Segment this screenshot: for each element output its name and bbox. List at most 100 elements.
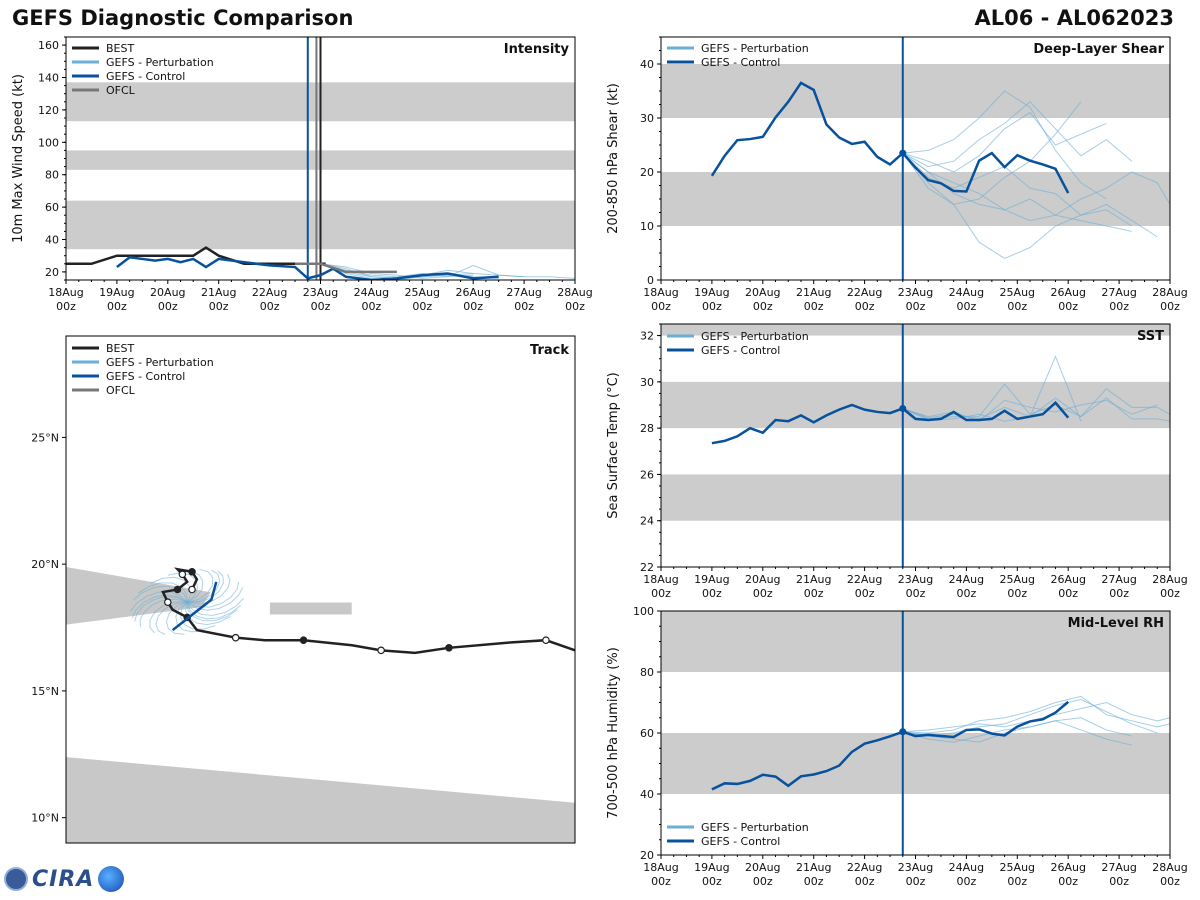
sst-xtick-label: 19Aug (694, 573, 729, 586)
sst-ytick-label: 22 (640, 561, 654, 574)
intensity-ytick-label: 120 (38, 104, 59, 117)
shear-xtick-label: 00z (957, 300, 977, 313)
rh-shaded-band (661, 733, 1170, 794)
intensity-xtick-label: 28Aug (557, 286, 592, 299)
track-frame (65, 335, 576, 844)
sst-xtick-label: 28Aug (1152, 573, 1187, 586)
perturbation-track-17 (149, 601, 188, 634)
storm-id: AL06 - AL062023 (974, 6, 1175, 30)
intensity-xtick-label: 23Aug (303, 286, 338, 299)
perturbation-track-22 (134, 596, 188, 622)
perturbation-track-1 (131, 594, 188, 619)
rh-init-point (899, 728, 907, 736)
best-track-point (178, 570, 187, 579)
rh-xtick-label: 00z (702, 875, 722, 888)
rh-perturbation-line-0 (902, 695, 1170, 734)
intensity-ytick-label: 20 (45, 266, 59, 279)
sst-title: SST (1137, 329, 1164, 344)
intensity-legend-label: GEFS - Perturbation (106, 56, 214, 69)
perturbation-track-4 (155, 601, 188, 635)
sst-plot-area (661, 324, 1170, 567)
intensity-xtick-label: 26Aug (455, 286, 490, 299)
shear-xtick-label: 00z (1160, 300, 1180, 313)
intensity-ytick-label: 100 (38, 136, 59, 149)
sst-frame (660, 323, 1171, 568)
shear-legend-label: GEFS - Perturbation (701, 42, 809, 55)
rh-xtick-label: 28Aug (1152, 861, 1187, 874)
sst-xtick-label: 00z (804, 587, 824, 600)
rh-xtick-label: 20Aug (745, 861, 780, 874)
perturbation-track-12 (165, 601, 188, 635)
shear-xtick-label: 19Aug (694, 286, 729, 299)
intensity-xtick-label: 00z (158, 300, 178, 313)
intensity-legend-label: BEST (106, 42, 134, 55)
figure-title: GEFS Diagnostic Comparison (12, 6, 354, 30)
sst-xtick-label: 23Aug (898, 573, 933, 586)
sst-perturbation-line-2 (902, 397, 1170, 422)
sst-xtick-label: 27Aug (1101, 573, 1136, 586)
intensity-xtick-label: 21Aug (201, 286, 236, 299)
perturbation-track-13 (187, 573, 231, 605)
shear-ylabel: 200-850 hPa Shear (kt) (606, 83, 621, 234)
rh-xtick-label: 26Aug (1050, 861, 1085, 874)
best-track-point (188, 567, 196, 576)
perturbation-track-0 (187, 570, 224, 603)
rh-ytick-label: 20 (640, 849, 654, 862)
intensity-perturbation-line-4 (320, 263, 575, 279)
shear-shaded-band (661, 64, 1170, 118)
sst-ytick-label: 28 (640, 422, 654, 435)
sst-panel: 22242628303218Aug00z19Aug00z20Aug00z21Au… (606, 323, 1188, 600)
sst-xtick-label: 00z (1160, 587, 1180, 600)
globe-icon (4, 867, 28, 891)
rh-xtick-label: 27Aug (1101, 861, 1136, 874)
rh-xtick-label: 00z (906, 875, 926, 888)
rh-xtick-label: 00z (1058, 875, 1078, 888)
perturbation-track-10 (186, 598, 244, 616)
track-title: Track (530, 343, 569, 358)
intensity-xtick-label: 25Aug (405, 286, 440, 299)
rh-perturbation-line-2 (902, 720, 1132, 746)
noaa-icon (98, 866, 125, 892)
shear-xtick-label: 26Aug (1050, 286, 1085, 299)
rh-xtick-label: 19Aug (694, 861, 729, 874)
sst-init-point (899, 404, 907, 412)
rh-xtick-label: 00z (1007, 875, 1027, 888)
sst-shaded-band (661, 381, 1170, 429)
rh-xtick-label: 00z (753, 875, 773, 888)
sst-xtick-label: 00z (957, 587, 977, 600)
intensity-ytick-label: 80 (45, 169, 59, 182)
rh-ytick-label: 40 (640, 788, 654, 801)
rh-legend-label: GEFS - Perturbation (701, 821, 809, 834)
best-track-point (542, 636, 550, 645)
shear-series-gefs-control (710, 81, 1070, 194)
best-track-point (445, 644, 453, 652)
track-legend-label: GEFS - Perturbation (106, 356, 214, 369)
shear-init-point (899, 149, 907, 157)
rh-ytick-label: 60 (640, 727, 654, 740)
rh-ytick-label: 100 (633, 605, 654, 618)
sst-perturbation-line-3 (902, 399, 1158, 422)
shear-xtick-label: 24Aug (949, 286, 984, 299)
rh-title: Mid-Level RH (1068, 616, 1164, 631)
sst-xtick-label: 00z (1058, 587, 1078, 600)
best-track-point (188, 585, 196, 594)
shear-xtick-label: 22Aug (847, 286, 882, 299)
intensity-xtick-label: 00z (362, 300, 382, 313)
best-track-point (173, 585, 182, 594)
shear-xtick-label: 00z (855, 300, 875, 313)
shear-ytick-label: 40 (640, 58, 654, 71)
rh-xtick-label: 00z (957, 875, 977, 888)
perturbation-track-2 (186, 602, 238, 622)
rh-xtick-label: 00z (1160, 875, 1180, 888)
rh-xtick-label: 00z (804, 875, 824, 888)
intensity-perturbation-line-2 (320, 263, 525, 279)
shear-xtick-label: 28Aug (1152, 286, 1187, 299)
sst-xtick-label: 20Aug (745, 573, 780, 586)
intensity-ylabel: 10m Max Wind Speed (kt) (11, 74, 26, 243)
sst-ytick-label: 26 (640, 468, 654, 481)
sst-xtick-label: 25Aug (1000, 573, 1035, 586)
sst-xtick-label: 00z (855, 587, 875, 600)
rh-xtick-label: 21Aug (796, 861, 831, 874)
shear-xtick-label: 00z (1007, 300, 1027, 313)
sst-ytick-label: 30 (640, 376, 654, 389)
